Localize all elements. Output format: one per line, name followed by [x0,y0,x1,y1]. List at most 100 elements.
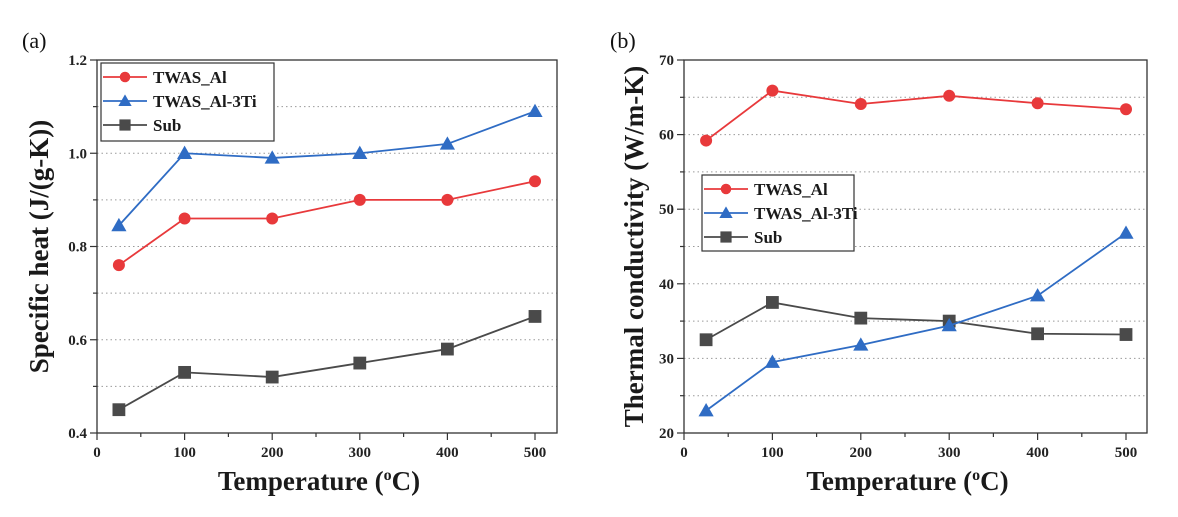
marker-triangle [764,354,780,368]
panel-label: (a) [22,28,46,53]
y-tick-label: 0.4 [68,426,87,442]
marker-circle [943,89,956,102]
marker-circle [266,212,279,225]
marker-circle [353,193,366,206]
marker-triangle [941,317,957,332]
marker-circle [720,183,732,195]
marker-square [1031,327,1044,341]
marker-square [265,370,279,384]
marker-square [441,342,454,356]
series-line [705,89,1127,142]
marker-circle [1120,103,1132,116]
y-tick-label: 1.2 [68,53,87,69]
marker-triangle [1118,225,1134,239]
series-twas-al [112,175,541,272]
x-tick-label: 0 [680,445,688,461]
marker-circle [1031,97,1044,110]
x-axis-title-main: Temperature ( [218,466,384,496]
marker-square [119,119,131,131]
marker-circle [766,84,779,97]
legend: TWAS_Al TWAS_Al-3Ti Sub [100,62,275,142]
x-axis-title-unit: C) [392,466,421,496]
series-line [705,301,1127,341]
x-axis-title: Temperature (oC) [806,466,1008,496]
chart-panel-b: (b) 20 30 40 50 60 70 0 100 200 300 400 500 Temperatu… [610,28,1148,496]
x-tick-label: 0 [93,445,101,461]
x-tick-label: 400 [436,445,459,461]
chart-panel-a: (a) 0.4 0.6 0.8 1.0 1.2 0 100 200 300 400 500 Temper… [22,28,558,496]
x-tick-label: 300 [349,445,372,461]
series-twas-al-3ti [698,225,1134,417]
x-tick-label: 200 [850,445,873,461]
x-tick-label: 500 [524,445,547,461]
marker-square [720,231,732,243]
y-axis-title: Thermal conductivity (W/m-K) [619,66,649,427]
marker-circle [529,175,541,188]
x-tick-label: 500 [1115,445,1138,461]
series-twas-al-3ti [111,103,543,232]
legend-label: Sub [754,228,782,247]
y-tick-label: 30 [659,351,674,367]
marker-triangle [177,145,193,159]
legend: TWAS_Al TWAS_Al-3Ti Sub [701,174,858,252]
legend-item: TWAS_Al-3Ti [704,204,858,223]
series-line [118,315,536,411]
marker-triangle [527,103,543,117]
marker-square [353,356,367,370]
x-tick-label: 300 [938,445,961,461]
y-tick-label: 50 [659,202,674,218]
marker-triangle [118,94,132,106]
legend-label: TWAS_Al-3Ti [754,204,858,223]
marker-triangle [853,337,869,351]
y-tick-label: 1.0 [68,146,87,162]
marker-square [854,311,868,325]
marker-circle [112,259,125,272]
x-axis-title-main: Temperature ( [806,466,972,496]
legend-item: TWAS_Al [103,68,227,87]
y-axis-title: Specific heat (J/(g-K)) [24,120,54,373]
marker-square [528,310,542,323]
marker-circle [854,98,867,111]
marker-square [766,296,779,309]
panel-label: (b) [610,28,636,53]
marker-square [178,365,191,379]
x-tick-label: 200 [261,445,284,461]
series-line [118,110,536,227]
y-tick-label: 20 [659,426,674,442]
series-twas-al [700,84,1132,147]
x-tick-label: 400 [1026,445,1049,461]
marker-triangle [1030,288,1046,302]
x-axis-title-degree: o [972,467,980,484]
marker-square [699,333,713,347]
marker-triangle [111,217,127,232]
legend-item: TWAS_Al [704,180,828,199]
y-tick-label: 60 [659,128,674,144]
x-axis-title-unit: C) [980,466,1009,496]
series-line [705,232,1127,412]
marker-circle [441,193,454,206]
legend-item: Sub [103,116,181,135]
y-tick-label: 40 [659,277,674,293]
legend-label: TWAS_Al [153,68,227,87]
series-line [118,180,536,266]
legend-item: TWAS_Al-3Ti [103,92,257,111]
marker-triangle [439,136,455,150]
marker-circle [119,71,131,83]
legend-label: Sub [153,116,181,135]
marker-triangle [698,403,714,417]
marker-triangle [719,206,733,218]
series-sub [112,310,542,417]
y-tick-label: 0.6 [68,333,87,349]
marker-square [112,403,126,417]
marker-circle [700,134,713,147]
marker-triangle [264,150,280,164]
marker-triangle [352,145,368,159]
marker-circle [178,212,191,225]
y-tick-label: 0.8 [68,240,87,256]
marker-square [1119,328,1133,341]
legend-label: TWAS_Al-3Ti [153,92,257,111]
y-tick-label: 70 [659,53,674,69]
x-axis-title: Temperature (oC) [218,466,420,496]
x-tick-label: 100 [761,445,784,461]
